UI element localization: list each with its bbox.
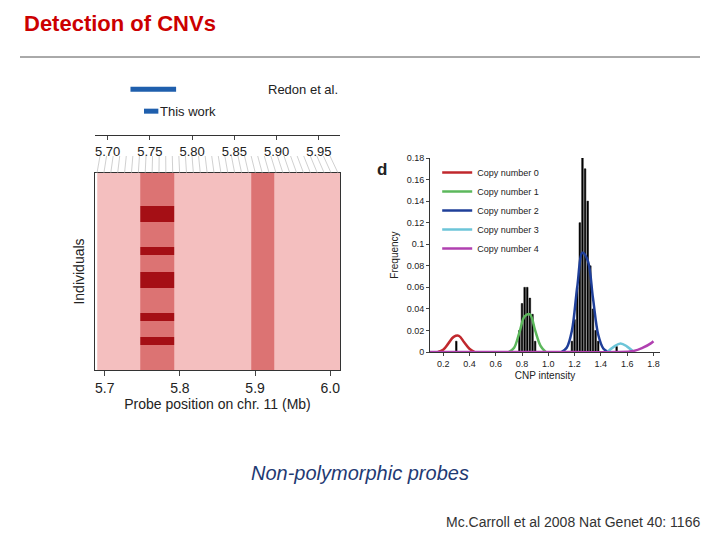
svg-text:Mc.Carroll et al 2008 Nat Gene: Mc.Carroll et al 2008 Nat Genet 40: 1166: [446, 514, 700, 530]
svg-text:Copy number 4: Copy number 4: [477, 244, 539, 254]
svg-text:5.80: 5.80: [180, 144, 205, 159]
svg-text:Copy number 3: Copy number 3: [477, 225, 539, 235]
svg-text:0: 0: [419, 347, 424, 357]
svg-text:Non-polymorphic probes: Non-polymorphic probes: [251, 462, 469, 484]
svg-text:0.12: 0.12: [407, 218, 425, 228]
svg-text:0.08: 0.08: [407, 261, 425, 271]
svg-text:5.8: 5.8: [170, 380, 190, 396]
svg-text:1.2: 1.2: [568, 359, 581, 369]
svg-text:1.6: 1.6: [621, 359, 634, 369]
svg-text:5.85: 5.85: [222, 144, 247, 159]
svg-text:0.1: 0.1: [412, 239, 425, 249]
svg-text:0.18: 0.18: [407, 153, 425, 163]
svg-text:5.70: 5.70: [95, 144, 120, 159]
svg-text:0.6: 0.6: [489, 359, 502, 369]
svg-text:This work: This work: [160, 104, 216, 119]
svg-text:1.0: 1.0: [542, 359, 555, 369]
svg-text:5.75: 5.75: [137, 144, 162, 159]
svg-text:CNP intensity: CNP intensity: [515, 370, 575, 381]
svg-text:Copy number 0: Copy number 0: [477, 168, 539, 178]
svg-text:0.2: 0.2: [437, 359, 450, 369]
svg-text:Probe position on chr. 11 (Mb): Probe position on chr. 11 (Mb): [124, 396, 311, 412]
svg-text:1.4: 1.4: [595, 359, 608, 369]
svg-text:Copy number 2: Copy number 2: [477, 206, 539, 216]
svg-text:0.06: 0.06: [407, 282, 425, 292]
svg-text:1.8: 1.8: [647, 359, 660, 369]
svg-text:Copy number 1: Copy number 1: [477, 187, 539, 197]
svg-text:0.16: 0.16: [407, 175, 425, 185]
svg-text:5.7: 5.7: [95, 380, 115, 396]
svg-text:0.04: 0.04: [407, 304, 425, 314]
svg-text:0.8: 0.8: [516, 359, 529, 369]
svg-text:Frequency: Frequency: [389, 231, 400, 278]
svg-text:Redon et al.: Redon et al.: [268, 82, 338, 97]
svg-text:0.02: 0.02: [407, 326, 425, 336]
svg-text:Detection of CNVs: Detection of CNVs: [24, 11, 216, 36]
svg-text:Individuals: Individuals: [71, 238, 87, 304]
svg-text:6.0: 6.0: [320, 380, 340, 396]
svg-text:0.4: 0.4: [463, 359, 476, 369]
svg-text:0.14: 0.14: [407, 196, 425, 206]
svg-text:d: d: [377, 160, 387, 179]
svg-text:5.90: 5.90: [264, 144, 289, 159]
svg-text:5.9: 5.9: [245, 380, 265, 396]
svg-text:5.95: 5.95: [306, 144, 331, 159]
